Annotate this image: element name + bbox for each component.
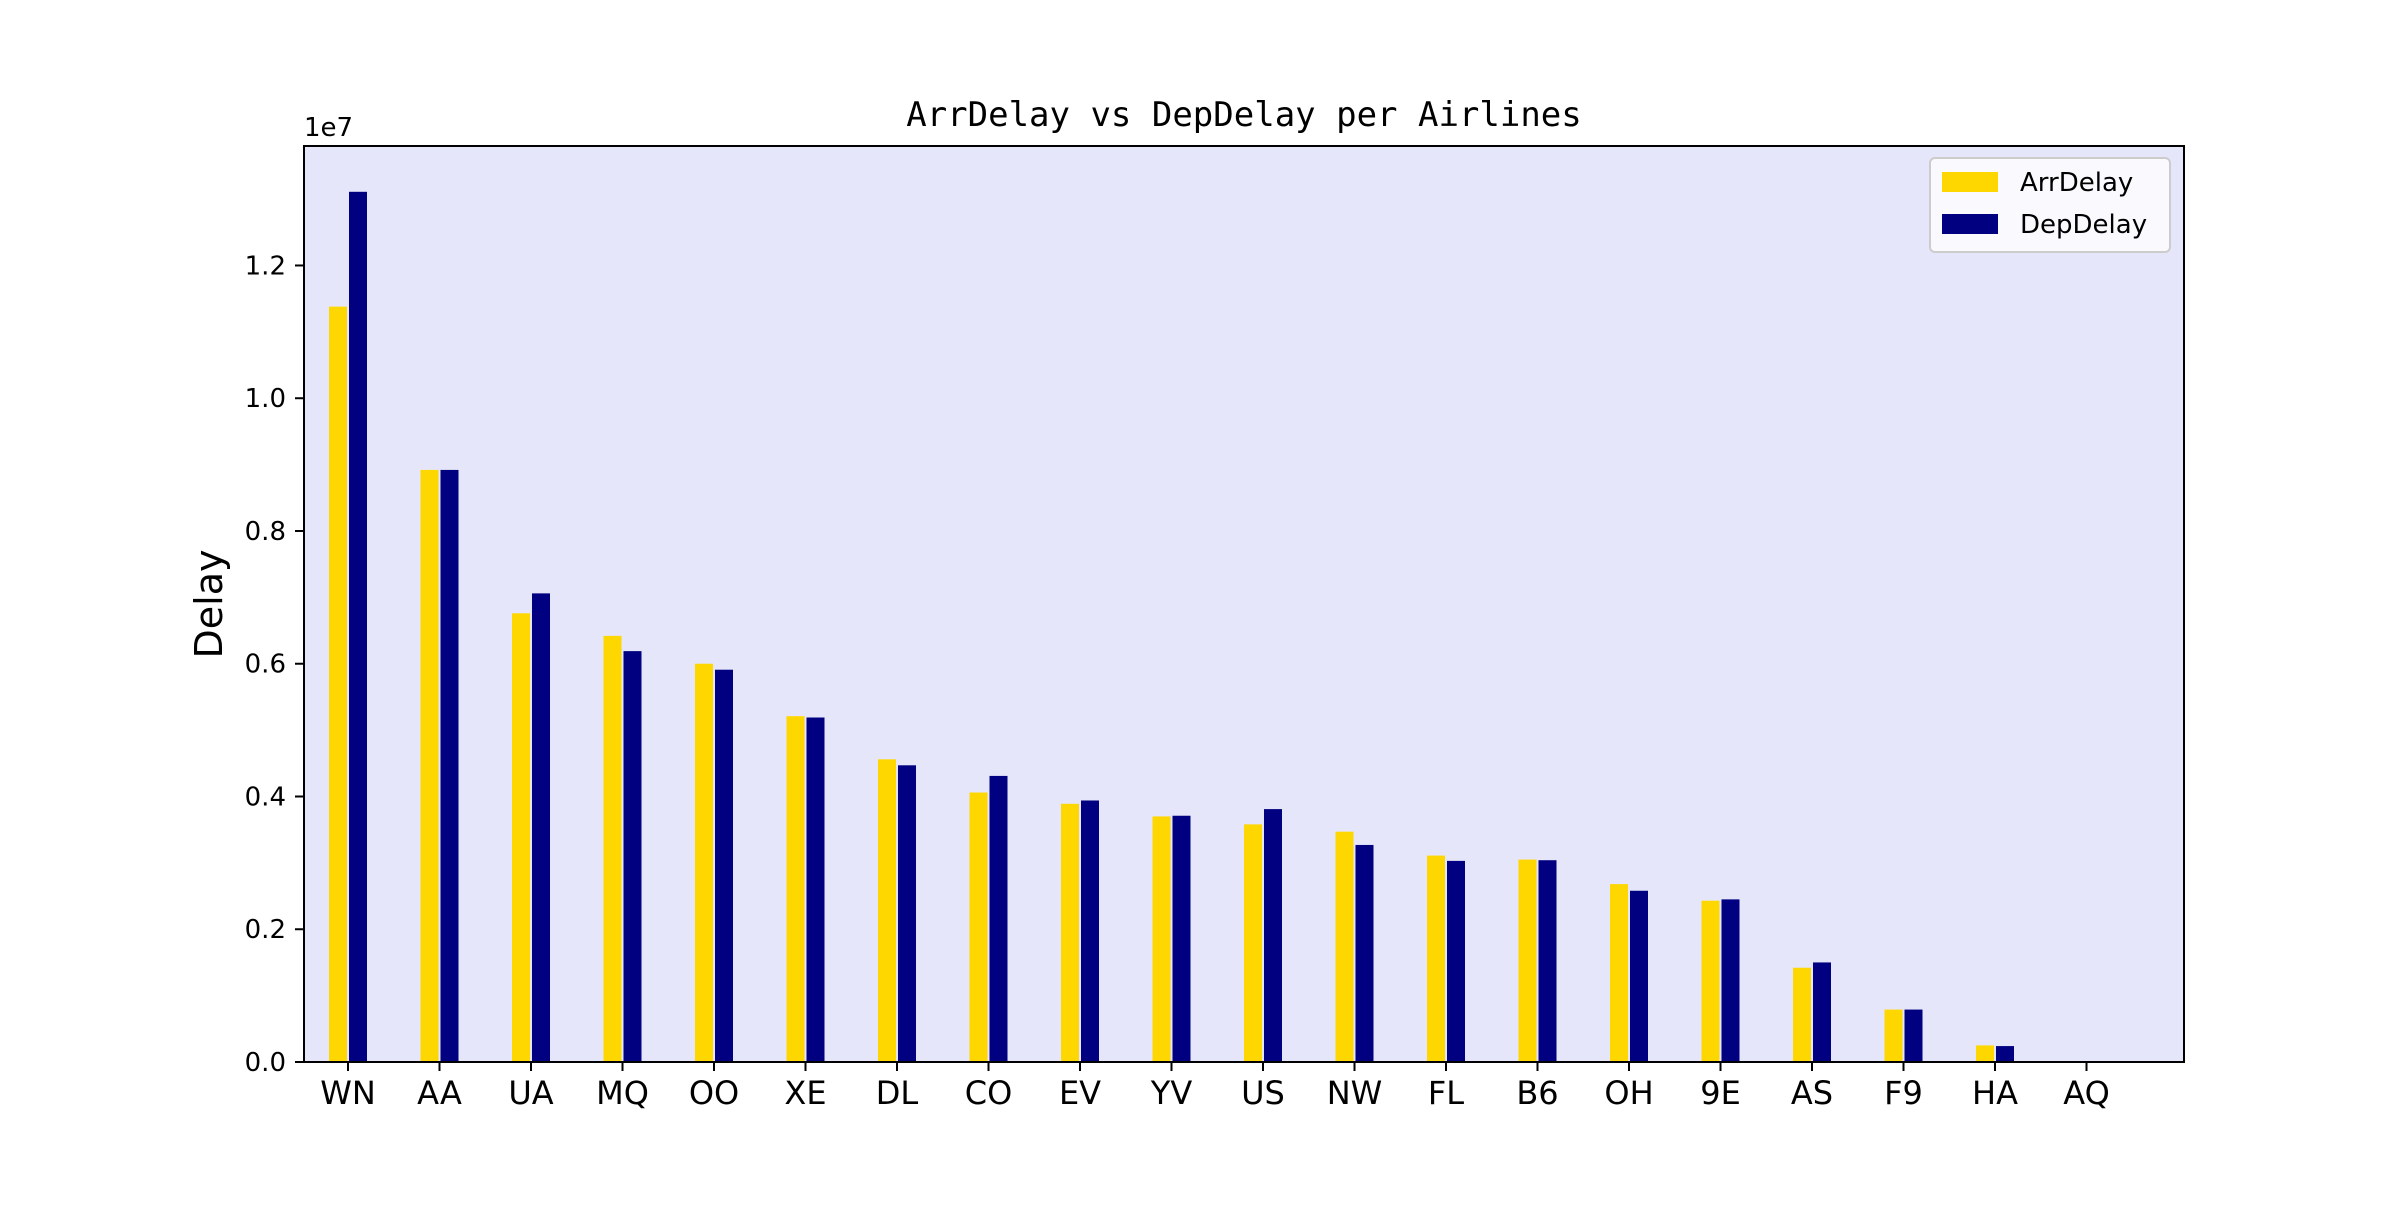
chart-title: ArrDelay vs DepDelay per Airlines — [906, 95, 1582, 135]
x-tick-label: AS — [1791, 1074, 1833, 1112]
legend-label-DepDelay: DepDelay — [2020, 210, 2147, 240]
bar-DepDelay-YV — [1172, 815, 1191, 1062]
x-tick-label: OO — [689, 1074, 739, 1112]
bar-ArrDelay-WN — [329, 306, 347, 1062]
x-tick-label: AA — [417, 1074, 462, 1112]
legend-label-ArrDelay: ArrDelay — [2020, 168, 2133, 198]
legend-swatch-DepDelay — [1942, 214, 1998, 234]
x-tick-label: CO — [965, 1074, 1013, 1112]
x-tick-label: B6 — [1516, 1074, 1558, 1112]
bar-ArrDelay-OO — [695, 663, 713, 1062]
bar-ArrDelay-CO — [969, 792, 988, 1062]
bar-DepDelay-AS — [1813, 962, 1831, 1062]
legend: ArrDelay DepDelay — [1929, 157, 2171, 253]
x-tick-label: XE — [784, 1074, 826, 1112]
x-tick-label: HA — [1972, 1074, 2018, 1112]
x-tick-label: UA — [508, 1074, 553, 1112]
bar-ArrDelay-US — [1244, 824, 1262, 1062]
x-tick-label: FL — [1428, 1074, 1464, 1112]
bar-DepDelay-HA — [1996, 1046, 2014, 1062]
bar-DepDelay-UA — [532, 593, 550, 1062]
x-tick-label: YV — [1150, 1074, 1193, 1112]
bar-DepDelay-CO — [989, 775, 1008, 1062]
x-tick-label: 9E — [1700, 1074, 1741, 1112]
bar-ArrDelay-HA — [1976, 1045, 1994, 1062]
x-tick-label: AQ — [2063, 1074, 2110, 1112]
y-tick-label: 0.2 — [245, 915, 286, 945]
bar-ArrDelay-F9 — [1884, 1009, 1903, 1062]
bar-DepDelay-XE — [806, 717, 825, 1062]
bar-DepDelay-FL — [1447, 860, 1465, 1062]
bar-ArrDelay-AA — [420, 469, 439, 1063]
bar-DepDelay-US — [1264, 809, 1282, 1062]
bar-ArrDelay-FL — [1427, 855, 1445, 1062]
bar-DepDelay-AA — [440, 469, 459, 1063]
y-axis-label: Delay — [187, 550, 231, 659]
y-axis-offset-label: 1e7 — [304, 113, 353, 143]
bar-DepDelay-B6 — [1538, 860, 1557, 1062]
bar-ArrDelay-OH — [1610, 884, 1628, 1062]
bar-ArrDelay-DL — [878, 759, 896, 1062]
bar-ArrDelay-XE — [786, 716, 805, 1062]
x-tick-label: NW — [1327, 1074, 1383, 1112]
bar-ArrDelay-MQ — [603, 635, 622, 1062]
x-tick-label: OH — [1604, 1074, 1653, 1112]
x-tick-label: WN — [320, 1074, 376, 1112]
x-tick-label: MQ — [596, 1074, 649, 1112]
y-tick-label: 0.8 — [245, 517, 286, 547]
bar-DepDelay-OH — [1630, 890, 1648, 1062]
bar-DepDelay-NW — [1355, 844, 1374, 1062]
bar-ArrDelay-UA — [512, 613, 530, 1062]
bar-ArrDelay-NW — [1335, 831, 1354, 1062]
y-tick-label: 1.2 — [245, 251, 286, 281]
bars-layer — [329, 191, 2014, 1063]
y-tick-label: 1.0 — [245, 384, 286, 414]
bar-DepDelay-F9 — [1904, 1009, 1923, 1062]
bar-DepDelay-OO — [715, 669, 733, 1062]
x-tick-label: US — [1241, 1074, 1285, 1112]
plot-frame — [303, 145, 2185, 1063]
y-axis: 0.0 0.2 0.4 0.6 0.8 1.0 1.2 — [245, 251, 304, 1078]
x-axis: WN AA UA MQ OO XE DL CO EV YV US NW FL B6 OH 9E AS F9 HA AQ — [320, 1062, 2110, 1112]
bar-ArrDelay-EV — [1061, 803, 1079, 1062]
legend-swatch-ArrDelay — [1942, 172, 1998, 192]
bar-ArrDelay-9E — [1701, 900, 1720, 1062]
y-tick-label: 0.4 — [245, 782, 286, 812]
bar-DepDelay-WN — [349, 191, 367, 1063]
y-tick-label: 0.0 — [245, 1048, 286, 1078]
x-tick-label: F9 — [1884, 1074, 1923, 1112]
bar-DepDelay-9E — [1721, 899, 1740, 1062]
bar-DepDelay-EV — [1081, 800, 1099, 1062]
y-tick-label: 0.6 — [245, 650, 286, 680]
bar-ArrDelay-AS — [1793, 967, 1811, 1062]
bar-ArrDelay-YV — [1152, 816, 1171, 1062]
x-tick-label: EV — [1059, 1074, 1101, 1112]
bar-ArrDelay-B6 — [1518, 859, 1537, 1062]
x-tick-label: DL — [876, 1074, 919, 1112]
bar-DepDelay-DL — [898, 765, 916, 1062]
bar-DepDelay-MQ — [623, 651, 642, 1062]
